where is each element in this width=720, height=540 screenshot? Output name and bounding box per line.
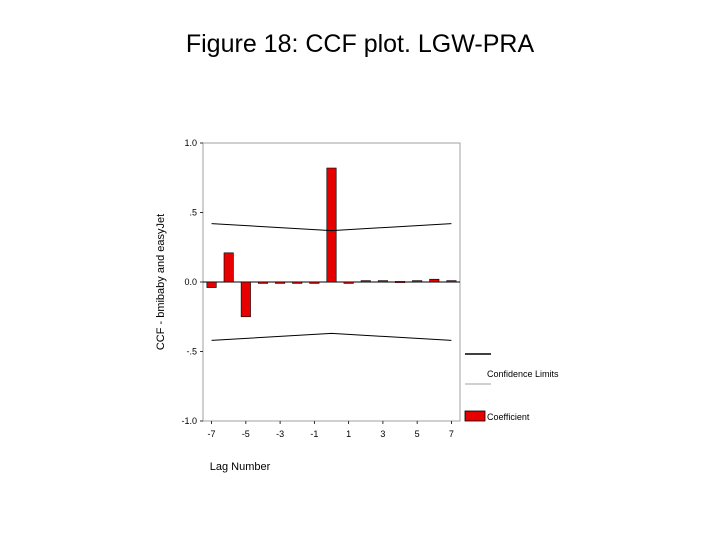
confidence-lines <box>211 223 452 341</box>
y-tick-label: 1.0 <box>184 138 197 148</box>
y-tick-label: -1.0 <box>181 416 197 426</box>
bar-lag-7 <box>446 280 457 283</box>
bar-lag--7 <box>206 281 217 288</box>
bar-lag--1 <box>309 281 320 284</box>
bar-lag--5 <box>240 281 251 318</box>
legend: Confidence Limits Coefficient <box>464 353 559 422</box>
x-tick-label: 3 <box>380 429 385 439</box>
lower-confidence-line <box>211 332 452 341</box>
bar-lag--2 <box>292 281 303 284</box>
legend-bar-swatch <box>464 410 486 422</box>
bar-lag-3 <box>377 280 388 283</box>
upper-confidence-line <box>211 223 452 232</box>
bar-lag-2 <box>360 280 371 283</box>
x-axis-label: Lag Number <box>210 461 271 473</box>
bar-lag--3 <box>275 281 286 284</box>
y-tick-label: .5 <box>189 208 197 218</box>
bar-lag--4 <box>257 281 268 284</box>
y-tick-label: -.5 <box>186 347 197 357</box>
legend-label-confidence: Confidence Limits <box>487 369 559 379</box>
y-axis: 1.0 .5 0.0 -.5 -1.0 <box>181 138 203 426</box>
x-tick-label: -3 <box>276 429 284 439</box>
coefficient-bars <box>206 167 457 318</box>
bar-lag-0 <box>326 167 337 283</box>
y-axis-label: CCF - bmibaby and easyJet <box>155 214 167 350</box>
bar-lag-6 <box>429 278 440 283</box>
bar-lag-5 <box>412 280 423 283</box>
x-tick-label: 1 <box>346 429 351 439</box>
x-tick-label: 7 <box>449 429 454 439</box>
legend-label-coefficient: Coefficient <box>487 412 530 422</box>
x-tick-label: 5 <box>415 429 420 439</box>
bar-lag--6 <box>223 252 234 283</box>
figure-title: Figure 18: CCF plot. LGW-PRA <box>185 30 535 58</box>
x-tick-label: -7 <box>208 429 216 439</box>
bar-lag-4 <box>395 281 406 283</box>
bar-lag-1 <box>343 281 354 284</box>
x-tick-label: -5 <box>242 429 250 439</box>
x-axis: -7 -5 -3 -1 1 3 5 7 <box>208 421 454 439</box>
x-tick-label: -1 <box>310 429 318 439</box>
y-tick-label: 0.0 <box>184 277 197 287</box>
